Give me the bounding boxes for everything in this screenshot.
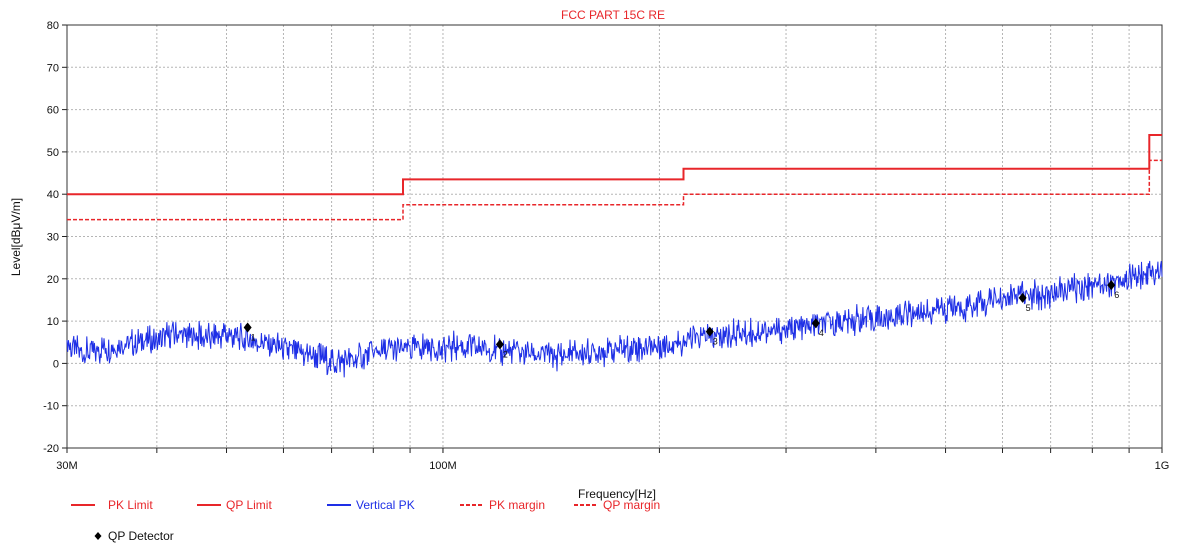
legend-label: PK margin (489, 498, 545, 512)
x-axis-label: Frequency[Hz] (578, 487, 656, 501)
x-tick-label: 100M (429, 460, 457, 472)
series-pk-limit (67, 134, 1162, 196)
y-tick-label: -20 (43, 443, 59, 455)
y-tick-label: 70 (47, 62, 59, 74)
qp-detector-marker (811, 318, 820, 329)
legend-label: QP Detector (108, 529, 174, 543)
legend-label: QP margin (603, 498, 660, 512)
y-tick-label: 20 (47, 274, 59, 286)
qp-detector-label: 4 (819, 328, 824, 338)
qp-detector-label: 2 (503, 349, 508, 359)
legend-label: PK Limit (108, 498, 153, 512)
y-tick-label: 50 (47, 147, 59, 159)
qp-detector-label: 5 (1026, 303, 1031, 313)
qp-detector-marker (495, 339, 504, 350)
chart-title: FCC PART 15C RE (561, 8, 665, 22)
qp-detector-label: 3 (713, 337, 718, 347)
y-tick-label: -10 (43, 401, 59, 413)
x-tick-label: 30M (56, 460, 77, 472)
series-vertical-pk (66, 260, 1163, 378)
y-tick-label: 80 (47, 20, 59, 32)
qp-detector-label: 6 (1114, 290, 1119, 300)
legend-diamond-icon (94, 532, 102, 540)
y-tick-label: 0 (53, 358, 59, 370)
y-tick-label: 40 (47, 189, 59, 201)
y-tick-label: 10 (47, 316, 59, 328)
qp-detector-label: 1 (251, 332, 256, 342)
legend-label: QP Limit (226, 498, 272, 512)
qp-detector-marker (1107, 280, 1116, 291)
y-axis-label: Level[dBμV/m] (9, 198, 23, 276)
series-layer (66, 134, 1163, 378)
y-tick-label: 30 (47, 232, 59, 244)
qp-detector-marker (705, 326, 714, 337)
qp-detector-marker (243, 322, 252, 333)
plot-border (66, 24, 1163, 449)
qp-detector-marker (1018, 292, 1027, 303)
legend-label: Vertical PK (356, 498, 415, 512)
series-pk-margin (67, 159, 1162, 221)
x-tick-label: 1G (1155, 460, 1170, 472)
y-tick-label: 60 (47, 105, 59, 117)
legend: PK Limit QP Limit Vertical PK PK margin QP m… (71, 498, 660, 543)
marker-layer: 1 2 3 4 5 6 (243, 280, 1119, 359)
axes: 80 70 60 50 40 30 20 10 0 -10 -20 30M 100M 1G (43, 20, 1169, 472)
